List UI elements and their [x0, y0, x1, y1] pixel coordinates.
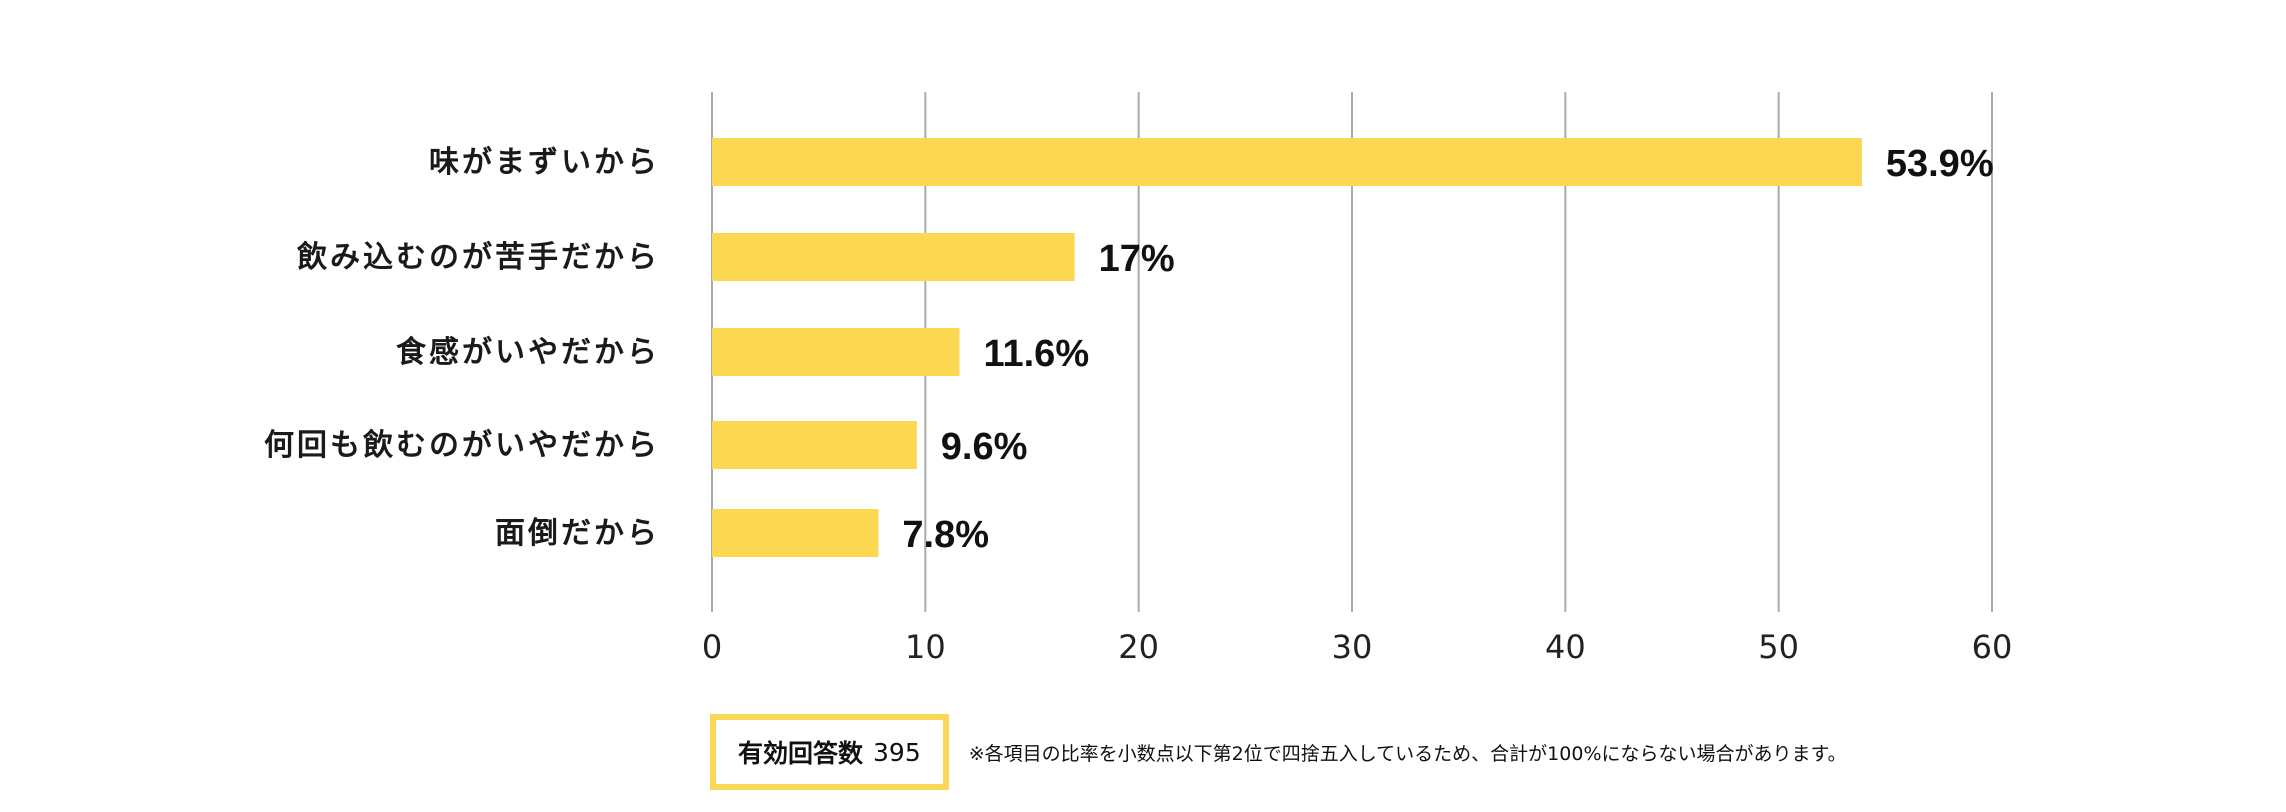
x-tick-label: 10	[905, 628, 946, 666]
x-axis-ticks: 0 10 20 30 40 50 60	[702, 628, 2013, 666]
value-label: 11.6%	[983, 333, 1089, 375]
x-tick-label: 50	[1758, 628, 1799, 666]
value-label: 9.6%	[941, 426, 1028, 468]
respondents-label: 有効回答数	[738, 739, 864, 768]
x-tick-label: 20	[1118, 628, 1159, 666]
respondents-count: 395	[873, 737, 921, 767]
value-label: 53.9%	[1886, 143, 1994, 185]
x-tick-label: 40	[1545, 628, 1586, 666]
category-label: 食感がいやだから	[396, 335, 660, 370]
bar	[712, 509, 879, 557]
bars	[712, 138, 1862, 557]
value-label: 17%	[1099, 238, 1175, 280]
x-tick-label: 30	[1332, 628, 1373, 666]
category-label: 飲み込むのが苦手だから	[297, 240, 660, 275]
bar	[712, 328, 960, 376]
category-labels: 味がまずいから飲み込むのが苦手だから食感がいやだから何回も飲むのがいやだから面倒…	[264, 145, 660, 551]
category-label: 何回も飲むのがいやだから	[264, 428, 660, 463]
bar	[712, 421, 917, 469]
x-tick-label: 60	[1972, 628, 2013, 666]
bar	[712, 233, 1075, 281]
x-tick-label: 0	[702, 628, 722, 666]
respondents-badge: 有効回答数 395	[710, 714, 949, 790]
category-label: 面倒だから	[495, 516, 660, 551]
footer: 有効回答数 395 ※各項目の比率を小数点以下第2位で四捨五入しているため、合計…	[710, 714, 1847, 790]
value-labels: 53.9% 17% 11.6% 9.6% 7.8%	[902, 143, 1993, 556]
category-label: 味がまずいから	[429, 145, 660, 180]
bar	[712, 138, 1862, 186]
footnote: ※各項目の比率を小数点以下第2位で四捨五入しているため、合計が100%にならない…	[968, 742, 1847, 765]
value-label: 7.8%	[902, 514, 989, 556]
